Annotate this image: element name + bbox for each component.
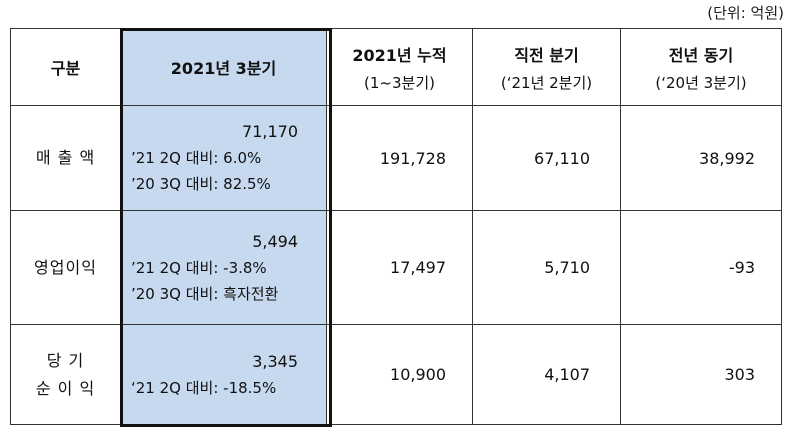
header-2021-cumulative: 2021년 누적 (1~3분기) — [326, 28, 473, 106]
prev-quarter-value: 67,110 — [472, 105, 621, 211]
q3-cell: 71,170 ’21 2Q 대비: 6.0% ’20 3Q 대비: 82.5% — [120, 105, 327, 211]
cumulative-value: 10,900 — [326, 324, 473, 425]
header-previous-quarter: 직전 분기 (‘21년 2분기) — [472, 28, 621, 106]
row-label-line: 매 출 액 — [35, 148, 96, 167]
q3-cell: 3,345 ‘21 2Q 대비: -18.5% — [120, 324, 327, 425]
q3-note: ’21 2Q 대비: -3.8% — [131, 258, 267, 277]
header-same-quarter-last-year: 전년 동기 (‘20년 3분기) — [620, 28, 782, 106]
yoy-value: 38,992 — [620, 105, 782, 211]
row-label-line: 영업이익 — [34, 257, 97, 277]
header-subtitle: (‘21년 2분기) — [500, 73, 593, 92]
header-subtitle: (‘20년 3분기) — [655, 73, 747, 92]
header-title: 전년 동기 — [668, 45, 734, 65]
prev-quarter-value: 5,710 — [472, 210, 621, 325]
q3-note: ’20 3Q 대비: 82.5% — [131, 175, 271, 193]
cumulative-value: 17,497 — [326, 210, 473, 325]
header-title: 직전 분기 — [514, 45, 579, 65]
q3-value: 3,345 — [252, 351, 298, 371]
row-label-line: 당 기 — [46, 350, 85, 370]
header-subtitle: (1~3분기) — [364, 73, 435, 92]
header-2021-q3: 2021년 3분기 — [120, 28, 327, 106]
q3-value: 71,170 — [242, 122, 298, 141]
q3-value: 5,494 — [252, 231, 298, 251]
earnings-table: 구분 2021년 3분기 2021년 누적 (1~3분기) 직전 분기 (‘21… — [10, 28, 782, 425]
yoy-value: 303 — [620, 324, 782, 425]
row-label: 영업이익 — [10, 210, 121, 325]
unit-label: (단위: 억원) — [707, 4, 784, 22]
header-row: 구분 2021년 3분기 2021년 누적 (1~3분기) 직전 분기 (‘21… — [10, 28, 782, 106]
table-row-revenue: 매 출 액 71,170 ’21 2Q 대비: 6.0% ’20 3Q 대비: … — [10, 105, 782, 211]
prev-quarter-value: 4,107 — [472, 324, 621, 425]
table-row-operating-profit: 영업이익 5,494 ’21 2Q 대비: -3.8% ’20 3Q 대비: 흑… — [10, 210, 782, 325]
header-title: 2021년 누적 — [352, 45, 447, 65]
q3-cell: 5,494 ’21 2Q 대비: -3.8% ’20 3Q 대비: 흑자전환 — [120, 210, 327, 325]
table-row-net-income: 당 기 순 이 익 3,345 ‘21 2Q 대비: -18.5% 10,900… — [10, 324, 782, 425]
yoy-value: -93 — [620, 210, 782, 325]
q3-note: ’20 3Q 대비: 흑자전환 — [131, 284, 279, 303]
row-label-line: 순 이 익 — [35, 378, 96, 398]
q3-note: ‘21 2Q 대비: -18.5% — [131, 378, 277, 397]
header-category: 구분 — [10, 28, 121, 106]
row-label: 당 기 순 이 익 — [10, 324, 121, 425]
row-label: 매 출 액 — [10, 105, 121, 211]
cumulative-value: 191,728 — [326, 105, 473, 211]
q3-note: ’21 2Q 대비: 6.0% — [131, 149, 262, 167]
